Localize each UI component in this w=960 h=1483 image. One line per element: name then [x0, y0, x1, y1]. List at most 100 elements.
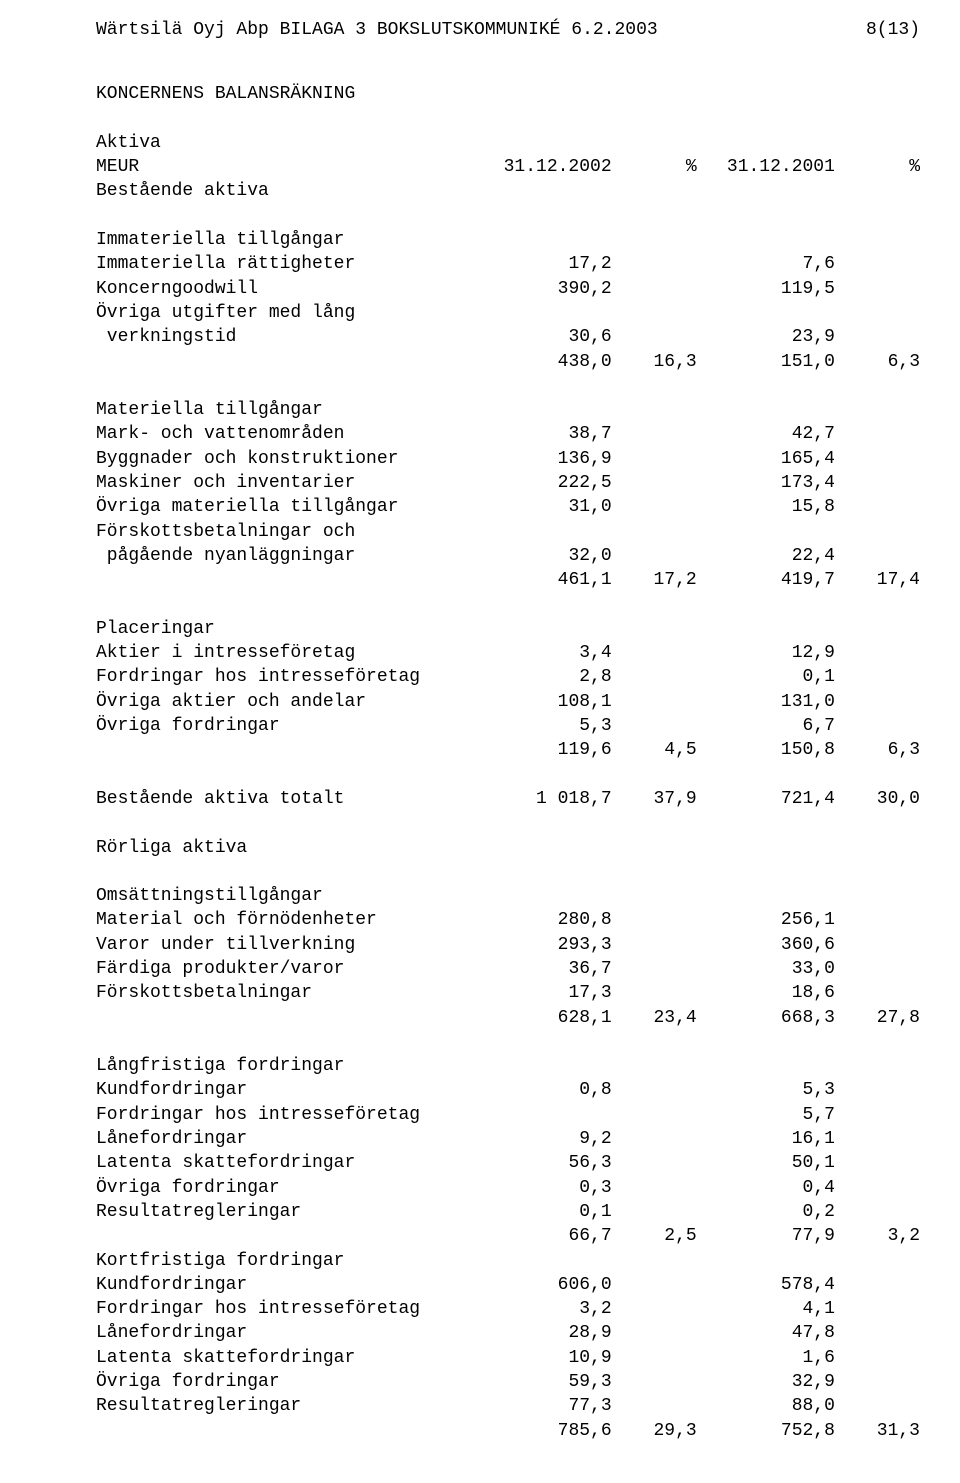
table-row: Fordringar hos intresseföretag5,7: [96, 1103, 920, 1127]
cell: MEUR: [96, 155, 489, 179]
cell: [612, 1370, 697, 1394]
cell: [612, 228, 697, 252]
cell: [489, 301, 611, 325]
cell: 628,1: [489, 1006, 611, 1030]
cell: [489, 131, 611, 155]
table-row: Förskottsbetalningar17,318,6: [96, 981, 920, 1005]
cell: [489, 884, 611, 908]
cell: Långfristiga fordringar: [96, 1054, 489, 1078]
cell: [489, 179, 611, 203]
cell: Maskiner och inventarier: [96, 471, 489, 495]
cell: Resultatregleringar: [96, 1394, 489, 1418]
cell: [612, 1151, 697, 1175]
cell: [835, 1297, 920, 1321]
cell: Kortfristiga fordringar: [96, 1249, 489, 1273]
table-row: Fordringar hos intresseföretag3,24,1: [96, 1297, 920, 1321]
cell: [835, 690, 920, 714]
cell: Färdiga produkter/varor: [96, 957, 489, 981]
cell: [489, 836, 611, 860]
cell: [835, 325, 920, 349]
cell: [835, 933, 920, 957]
cell: [489, 617, 611, 641]
cell: [612, 398, 697, 422]
cell: [612, 836, 697, 860]
cell: [96, 763, 489, 787]
cell: 165,4: [697, 447, 835, 471]
cell: Placeringar: [96, 617, 489, 641]
header-left: Wärtsilä Oyj Abp BILAGA 3 BOKSLUTSKOMMUN…: [96, 18, 658, 42]
cell: [96, 374, 489, 398]
cell: 752,8: [697, 1419, 835, 1443]
table-row: Kundfordringar606,0578,4: [96, 1273, 920, 1297]
cell: [96, 1006, 489, 1030]
cell: 50,1: [697, 1151, 835, 1175]
cell: 30,0: [835, 787, 920, 811]
table-row: [96, 763, 920, 787]
cell: [612, 1346, 697, 1370]
cell: [835, 1078, 920, 1102]
table-row: Koncerngoodwill390,2119,5: [96, 277, 920, 301]
cell: [835, 447, 920, 471]
table-row: Övriga aktier och andelar108,1131,0: [96, 690, 920, 714]
cell: Lånefordringar: [96, 1127, 489, 1151]
cell: [835, 495, 920, 519]
table-row: pågående nyanläggningar32,022,4: [96, 544, 920, 568]
cell: [612, 204, 697, 228]
cell: 47,8: [697, 1321, 835, 1345]
cell: 785,6: [489, 1419, 611, 1443]
cell: 56,3: [489, 1151, 611, 1175]
cell: Övriga fordringar: [96, 1370, 489, 1394]
cell: 27,8: [835, 1006, 920, 1030]
cell: 66,7: [489, 1224, 611, 1248]
cell: [835, 520, 920, 544]
table-row: Lånefordringar9,216,1: [96, 1127, 920, 1151]
table-row: Latenta skattefordringar10,91,6: [96, 1346, 920, 1370]
cell: Materiella tillgångar: [96, 398, 489, 422]
table-row: Varor under tillverkning293,3360,6: [96, 933, 920, 957]
table-row: 785,629,3752,831,3: [96, 1419, 920, 1443]
cell: Förskottsbetalningar och: [96, 520, 489, 544]
cell: [612, 933, 697, 957]
cell: pågående nyanläggningar: [96, 544, 489, 568]
cell: [835, 204, 920, 228]
cell: [489, 860, 611, 884]
table-row: Förskottsbetalningar och: [96, 520, 920, 544]
cell: [697, 763, 835, 787]
table-row: Latenta skattefordringar56,350,1: [96, 1151, 920, 1175]
table-row: verkningstid30,623,9: [96, 325, 920, 349]
cell: [697, 179, 835, 203]
cell: [612, 544, 697, 568]
cell: 28,9: [489, 1321, 611, 1345]
cell: [835, 1321, 920, 1345]
page-header: Wärtsilä Oyj Abp BILAGA 3 BOKSLUTSKOMMUN…: [96, 18, 920, 42]
section-heading: Omsättningstillgångar: [96, 884, 920, 908]
cell: [612, 447, 697, 471]
cell: 31,3: [835, 1419, 920, 1443]
cell: Fordringar hos intresseföretag: [96, 665, 489, 689]
cell: [835, 763, 920, 787]
cell: Immateriella tillgångar: [96, 228, 489, 252]
cell: 3,2: [489, 1297, 611, 1321]
cell: [612, 1176, 697, 1200]
cell: 31.12.2002: [489, 155, 611, 179]
cell: 1 018,7: [489, 787, 611, 811]
table-row: Övriga fordringar0,30,4: [96, 1176, 920, 1200]
cell: Immateriella rättigheter: [96, 252, 489, 276]
table-row: [96, 593, 920, 617]
cell: [835, 1151, 920, 1175]
cell: Varor under tillverkning: [96, 933, 489, 957]
cell: [489, 811, 611, 835]
cell: 108,1: [489, 690, 611, 714]
cell: [697, 1054, 835, 1078]
cell: Latenta skattefordringar: [96, 1346, 489, 1370]
bestaende-total: Bestående aktiva totalt1 018,737,9721,43…: [96, 787, 920, 811]
table-row: 119,64,5150,86,3: [96, 738, 920, 762]
table-row: Kundfordringar0,85,3: [96, 1078, 920, 1102]
cell: [835, 617, 920, 641]
cell: [612, 495, 697, 519]
section-heading: Materiella tillgångar: [96, 398, 920, 422]
cell: [697, 1030, 835, 1054]
cell: [835, 836, 920, 860]
cell: [835, 131, 920, 155]
cell: 31,0: [489, 495, 611, 519]
